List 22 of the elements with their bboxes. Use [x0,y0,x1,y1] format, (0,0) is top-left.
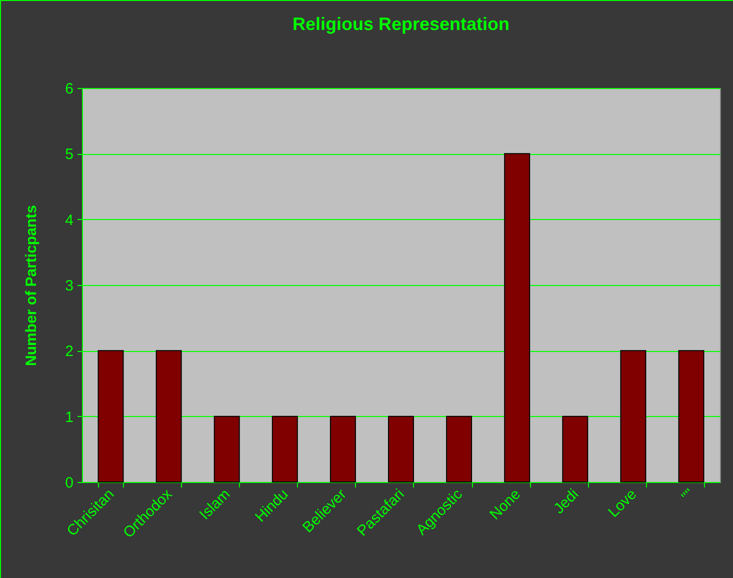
y-tick-label: 2 [65,343,74,360]
y-tick-label: 3 [65,278,74,294]
bar [156,350,182,482]
x-tick-label: Jedi [550,486,582,518]
bar [388,416,414,482]
y-tick-label: 4 [65,212,74,229]
chart-title: Religious Representation [292,14,510,34]
bar [214,416,240,482]
bar [504,153,530,482]
bar [446,416,472,482]
bar [330,416,356,482]
bar [272,416,298,482]
y-tick-label: 1 [65,408,74,426]
bar [562,416,588,482]
bar [620,350,646,482]
x-tick-label: "" [678,486,698,506]
y-axis-title: Number of Particpants [23,205,40,366]
y-tick-label: 0 [65,474,74,492]
y-tick-label: 6 [65,80,74,98]
bar [678,350,704,482]
y-tick-label: 5 [65,146,74,164]
bar [98,350,124,482]
